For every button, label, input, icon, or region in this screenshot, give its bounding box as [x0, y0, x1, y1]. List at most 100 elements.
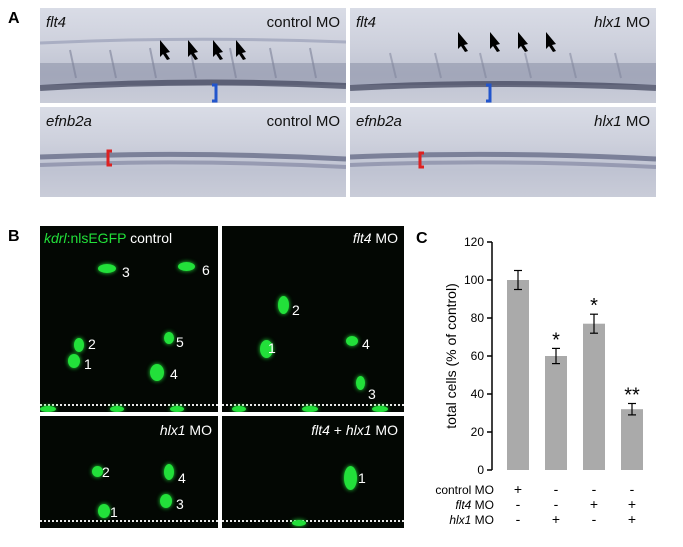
cell-number: 5 [176, 334, 184, 350]
fluo-panel-label: flt4 + hlx1 MO [311, 422, 398, 438]
dotted-boundary [40, 520, 218, 522]
cell-number: 2 [88, 336, 96, 352]
egfp-nucleus [98, 264, 116, 273]
cell-number: 1 [110, 504, 118, 520]
y-tick-label: 40 [471, 387, 485, 401]
ish-gene-label: efnb2a [356, 113, 402, 130]
egfp-nucleus [68, 354, 80, 368]
dotted-boundary [222, 520, 404, 522]
ish-condition-label: control MO [266, 14, 340, 31]
egfp-nucleus [170, 406, 184, 412]
cell-number: 4 [178, 470, 186, 486]
condition-sign: - [554, 481, 559, 497]
condition-sign: - [554, 496, 559, 512]
y-tick-label: 100 [464, 273, 484, 287]
condition-sign: - [592, 481, 597, 497]
cell-number: 6 [202, 262, 210, 278]
ish-panel-efnb2a-hlx1: efnb2a hlx1 MO [350, 107, 656, 197]
egfp-nucleus [344, 466, 357, 490]
fluo-panel-label: hlx1 MO [159, 422, 212, 438]
fluo-panel-label: kdrl:nlsEGFP control [44, 230, 173, 246]
cell-number: 3 [122, 264, 130, 280]
significance-marker: * [552, 329, 560, 351]
y-axis: 0 20 40 60 80 100 120 [464, 235, 493, 477]
egfp-nucleus [356, 376, 365, 390]
panel-a-letter: A [8, 10, 20, 27]
y-tick-label: 80 [471, 311, 485, 325]
condition-row-label: control MO [435, 483, 494, 497]
ish-condition-label: control MO [266, 113, 340, 130]
cell-number: 4 [170, 366, 178, 382]
cell-number: 1 [358, 470, 366, 486]
condition-sign: - [516, 496, 521, 512]
ish-condition-label: hlx1 MO [594, 113, 650, 130]
panel-c-letter: C [416, 230, 428, 247]
cell-number: 3 [176, 496, 184, 512]
ish-gene-label: flt4 [356, 14, 377, 31]
condition-sign: + [628, 496, 636, 512]
egfp-nucleus [260, 340, 273, 358]
cell-number: 2 [102, 464, 110, 480]
panel-b-letter: B [8, 228, 20, 245]
bar [545, 356, 567, 470]
condition-rows: control MO + - - -flt4 MO - - + +hlx1 MO - + - + [435, 481, 636, 527]
condition-sign: - [592, 511, 597, 527]
egfp-nucleus [74, 338, 84, 352]
ish-panel-efnb2a-control: efnb2a control MO [40, 107, 346, 197]
significance-marker: ** [624, 385, 640, 407]
egfp-nucleus [164, 332, 174, 344]
egfp-nucleus [150, 364, 164, 381]
bar [621, 409, 643, 470]
egfp-nucleus [160, 494, 172, 508]
fluo-panel-label: flt4 MO [352, 230, 398, 246]
egfp-nucleus [372, 406, 388, 412]
ish-image-efnb2a-hlx1 [350, 151, 656, 169]
y-axis-label: total cells (% of control) [443, 283, 459, 429]
egfp-nucleus [302, 406, 318, 412]
y-tick-label: 60 [471, 349, 485, 363]
fluo-panel-control: kdrl:nlsEGFP control 3 6 2 5 1 4 [40, 226, 218, 412]
condition-sign: + [590, 496, 598, 512]
egfp-nucleus [110, 406, 124, 412]
significance-marker: * [590, 295, 598, 317]
egfp-nucleus [232, 406, 246, 412]
fluo-panel-flt4: flt4 MO 2 1 4 3 [222, 226, 404, 412]
ish-condition-label: hlx1 MO [594, 14, 650, 31]
egfp-nucleus [346, 336, 358, 346]
egfp-nucleus [92, 466, 103, 477]
cell-number: 4 [362, 336, 370, 352]
fluo-panel-hlx1: hlx1 MO 2 4 3 1 [40, 416, 218, 528]
ish-image-flt4-control [40, 37, 346, 103]
dotted-boundary [222, 404, 404, 406]
egfp-nucleus [292, 520, 306, 526]
egfp-nucleus [278, 296, 289, 314]
dotted-boundary [40, 404, 218, 406]
egfp-nucleus [40, 406, 56, 412]
condition-sign: + [514, 481, 522, 497]
arrows-flt4-hlx1 [458, 32, 556, 52]
y-tick-label: 20 [471, 425, 485, 439]
ish-image-flt4-hlx1 [350, 32, 656, 103]
ish-image-efnb2a-control [40, 149, 346, 169]
condition-sign: - [630, 481, 635, 497]
cell-number: 3 [368, 386, 376, 402]
egfp-nucleus [164, 464, 174, 480]
egfp-nucleus [98, 504, 110, 518]
ish-gene-label: efnb2a [46, 113, 92, 130]
ish-gene-label: flt4 [46, 14, 67, 31]
fluo-panel-flt4-hlx1: flt4 + hlx1 MO 1 [222, 416, 404, 528]
condition-sign: + [552, 511, 560, 527]
cell-number: 2 [292, 302, 300, 318]
egfp-nucleus [178, 262, 195, 271]
condition-row-label: hlx1 MO [449, 513, 494, 527]
bars: **** [507, 269, 643, 470]
condition-sign: - [516, 511, 521, 527]
condition-sign: + [628, 511, 636, 527]
ish-panel-flt4-control: flt4 control MO [40, 8, 346, 103]
cell-number: 1 [268, 340, 276, 356]
cell-number: 1 [84, 356, 92, 372]
y-tick-label: 120 [464, 235, 484, 249]
condition-row-label: flt4 MO [455, 498, 494, 512]
bar [507, 280, 529, 470]
